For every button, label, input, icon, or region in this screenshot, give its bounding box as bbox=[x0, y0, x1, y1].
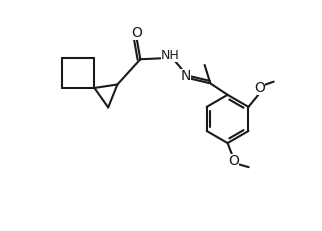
Text: NH: NH bbox=[161, 49, 180, 62]
Text: N: N bbox=[181, 70, 192, 83]
Text: O: O bbox=[228, 154, 239, 168]
Text: O: O bbox=[131, 26, 142, 40]
Text: O: O bbox=[254, 81, 265, 95]
